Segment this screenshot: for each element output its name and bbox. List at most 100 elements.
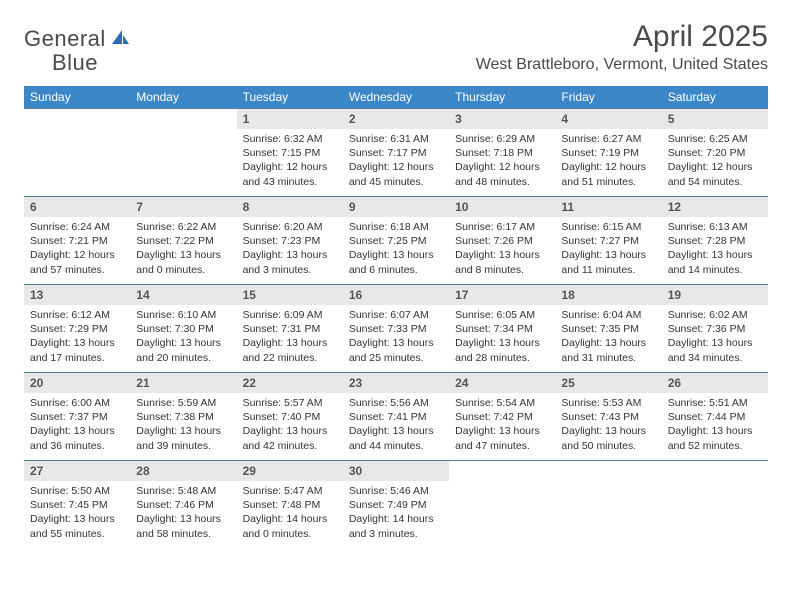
- sunset-text: Sunset: 7:23 PM: [243, 234, 337, 248]
- calendar-day-cell: 20Sunrise: 6:00 AMSunset: 7:37 PMDayligh…: [24, 373, 130, 461]
- day-details: Sunrise: 6:02 AMSunset: 7:36 PMDaylight:…: [662, 305, 768, 369]
- day-number: 22: [237, 373, 343, 393]
- day-details: Sunrise: 5:59 AMSunset: 7:38 PMDaylight:…: [130, 393, 236, 457]
- weekday-header: Wednesday: [343, 86, 449, 109]
- weekday-header: Monday: [130, 86, 236, 109]
- day-number: 8: [237, 197, 343, 217]
- day-details: Sunrise: 6:05 AMSunset: 7:34 PMDaylight:…: [449, 305, 555, 369]
- calendar-week-row: 27Sunrise: 5:50 AMSunset: 7:45 PMDayligh…: [24, 461, 768, 549]
- weekday-header: Tuesday: [237, 86, 343, 109]
- sunrise-text: Sunrise: 5:46 AM: [349, 484, 443, 498]
- calendar-day-cell: 12Sunrise: 6:13 AMSunset: 7:28 PMDayligh…: [662, 197, 768, 285]
- calendar-day-cell: 21Sunrise: 5:59 AMSunset: 7:38 PMDayligh…: [130, 373, 236, 461]
- day-number: 25: [555, 373, 661, 393]
- sunset-text: Sunset: 7:20 PM: [668, 146, 762, 160]
- daylight-text: Daylight: 13 hours and 17 minutes.: [30, 336, 124, 364]
- calendar-empty-cell: [555, 461, 661, 549]
- daylight-text: Daylight: 13 hours and 50 minutes.: [561, 424, 655, 452]
- calendar-week-row: 6Sunrise: 6:24 AMSunset: 7:21 PMDaylight…: [24, 197, 768, 285]
- day-number: [24, 109, 130, 129]
- day-number: [555, 461, 661, 481]
- calendar-day-cell: 6Sunrise: 6:24 AMSunset: 7:21 PMDaylight…: [24, 197, 130, 285]
- daylight-text: Daylight: 12 hours and 48 minutes.: [455, 160, 549, 188]
- sunset-text: Sunset: 7:19 PM: [561, 146, 655, 160]
- day-number: 7: [130, 197, 236, 217]
- daylight-text: Daylight: 13 hours and 8 minutes.: [455, 248, 549, 276]
- weekday-header: Thursday: [449, 86, 555, 109]
- calendar-day-cell: 1Sunrise: 6:32 AMSunset: 7:15 PMDaylight…: [237, 109, 343, 197]
- calendar-week-row: 13Sunrise: 6:12 AMSunset: 7:29 PMDayligh…: [24, 285, 768, 373]
- day-details: Sunrise: 6:09 AMSunset: 7:31 PMDaylight:…: [237, 305, 343, 369]
- day-details: Sunrise: 5:50 AMSunset: 7:45 PMDaylight:…: [24, 481, 130, 545]
- sunset-text: Sunset: 7:44 PM: [668, 410, 762, 424]
- daylight-text: Daylight: 12 hours and 51 minutes.: [561, 160, 655, 188]
- day-number: 18: [555, 285, 661, 305]
- weekday-header: Sunday: [24, 86, 130, 109]
- day-number: 21: [130, 373, 236, 393]
- month-title: April 2025: [476, 20, 768, 54]
- calendar-day-cell: 18Sunrise: 6:04 AMSunset: 7:35 PMDayligh…: [555, 285, 661, 373]
- daylight-text: Daylight: 13 hours and 11 minutes.: [561, 248, 655, 276]
- sunrise-text: Sunrise: 6:02 AM: [668, 308, 762, 322]
- sunrise-text: Sunrise: 6:07 AM: [349, 308, 443, 322]
- daylight-text: Daylight: 13 hours and 6 minutes.: [349, 248, 443, 276]
- calendar-day-cell: 2Sunrise: 6:31 AMSunset: 7:17 PMDaylight…: [343, 109, 449, 197]
- daylight-text: Daylight: 13 hours and 22 minutes.: [243, 336, 337, 364]
- day-details: Sunrise: 5:53 AMSunset: 7:43 PMDaylight:…: [555, 393, 661, 457]
- day-details: Sunrise: 6:10 AMSunset: 7:30 PMDaylight:…: [130, 305, 236, 369]
- day-details: Sunrise: 6:04 AMSunset: 7:35 PMDaylight:…: [555, 305, 661, 369]
- sunset-text: Sunset: 7:31 PM: [243, 322, 337, 336]
- sunset-text: Sunset: 7:49 PM: [349, 498, 443, 512]
- sunrise-text: Sunrise: 6:12 AM: [30, 308, 124, 322]
- calendar-day-cell: 9Sunrise: 6:18 AMSunset: 7:25 PMDaylight…: [343, 197, 449, 285]
- sunrise-text: Sunrise: 5:51 AM: [668, 396, 762, 410]
- sunrise-text: Sunrise: 6:09 AM: [243, 308, 337, 322]
- sunset-text: Sunset: 7:33 PM: [349, 322, 443, 336]
- sunset-text: Sunset: 7:43 PM: [561, 410, 655, 424]
- sunset-text: Sunset: 7:30 PM: [136, 322, 230, 336]
- sunset-text: Sunset: 7:41 PM: [349, 410, 443, 424]
- daylight-text: Daylight: 13 hours and 58 minutes.: [136, 512, 230, 540]
- daylight-text: Daylight: 13 hours and 36 minutes.: [30, 424, 124, 452]
- daylight-text: Daylight: 12 hours and 54 minutes.: [668, 160, 762, 188]
- daylight-text: Daylight: 13 hours and 0 minutes.: [136, 248, 230, 276]
- sunrise-text: Sunrise: 6:24 AM: [30, 220, 124, 234]
- calendar-day-cell: 14Sunrise: 6:10 AMSunset: 7:30 PMDayligh…: [130, 285, 236, 373]
- day-number: 23: [343, 373, 449, 393]
- calendar-empty-cell: [24, 109, 130, 197]
- daylight-text: Daylight: 12 hours and 43 minutes.: [243, 160, 337, 188]
- calendar-day-cell: 7Sunrise: 6:22 AMSunset: 7:22 PMDaylight…: [130, 197, 236, 285]
- day-number: 15: [237, 285, 343, 305]
- sunrise-text: Sunrise: 6:15 AM: [561, 220, 655, 234]
- daylight-text: Daylight: 13 hours and 52 minutes.: [668, 424, 762, 452]
- calendar-day-cell: 16Sunrise: 6:07 AMSunset: 7:33 PMDayligh…: [343, 285, 449, 373]
- daylight-text: Daylight: 12 hours and 45 minutes.: [349, 160, 443, 188]
- sunset-text: Sunset: 7:34 PM: [455, 322, 549, 336]
- day-details: Sunrise: 6:25 AMSunset: 7:20 PMDaylight:…: [662, 129, 768, 193]
- calendar-week-row: 20Sunrise: 6:00 AMSunset: 7:37 PMDayligh…: [24, 373, 768, 461]
- day-number: [130, 109, 236, 129]
- day-number: 1: [237, 109, 343, 129]
- day-number: 29: [237, 461, 343, 481]
- weekday-header: Friday: [555, 86, 661, 109]
- day-number: [662, 461, 768, 481]
- sunrise-text: Sunrise: 6:18 AM: [349, 220, 443, 234]
- daylight-text: Daylight: 13 hours and 25 minutes.: [349, 336, 443, 364]
- day-details: Sunrise: 5:57 AMSunset: 7:40 PMDaylight:…: [237, 393, 343, 457]
- daylight-text: Daylight: 12 hours and 57 minutes.: [30, 248, 124, 276]
- calendar-table: Sunday Monday Tuesday Wednesday Thursday…: [24, 86, 768, 549]
- calendar-day-cell: 13Sunrise: 6:12 AMSunset: 7:29 PMDayligh…: [24, 285, 130, 373]
- sunset-text: Sunset: 7:18 PM: [455, 146, 549, 160]
- sunset-text: Sunset: 7:22 PM: [136, 234, 230, 248]
- daylight-text: Daylight: 13 hours and 20 minutes.: [136, 336, 230, 364]
- day-number: 24: [449, 373, 555, 393]
- sunset-text: Sunset: 7:15 PM: [243, 146, 337, 160]
- day-details: Sunrise: 6:18 AMSunset: 7:25 PMDaylight:…: [343, 217, 449, 281]
- day-details: Sunrise: 5:46 AMSunset: 7:49 PMDaylight:…: [343, 481, 449, 545]
- sunrise-text: Sunrise: 6:17 AM: [455, 220, 549, 234]
- daylight-text: Daylight: 13 hours and 31 minutes.: [561, 336, 655, 364]
- brand-logo: General: [24, 26, 132, 52]
- brand-word2: Blue: [52, 50, 98, 76]
- calendar-day-cell: 30Sunrise: 5:46 AMSunset: 7:49 PMDayligh…: [343, 461, 449, 549]
- sunset-text: Sunset: 7:38 PM: [136, 410, 230, 424]
